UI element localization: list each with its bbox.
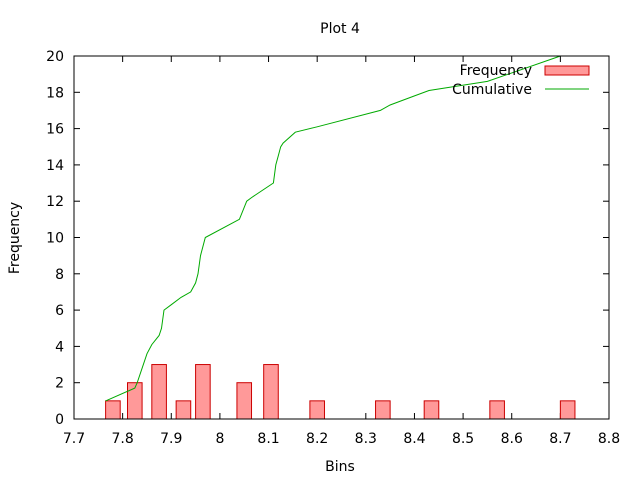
x-tick-label: 8.2 <box>306 431 328 447</box>
y-tick-label: 2 <box>55 376 64 392</box>
x-axis-label: Bins <box>325 459 355 475</box>
y-tick-label: 20 <box>46 49 64 65</box>
y-tick-label: 10 <box>46 231 64 247</box>
frequency-bar <box>195 364 211 420</box>
x-tick-label: 8.8 <box>598 431 620 447</box>
bars <box>105 364 576 420</box>
legend: Frequency Cumulative <box>452 63 590 98</box>
x-tick-label: 8.5 <box>452 431 474 447</box>
cumulative-line <box>105 55 561 402</box>
x-tick-label: 7.7 <box>63 431 85 447</box>
cumulative-line-group <box>105 55 561 402</box>
y-axis-label: Frequency <box>7 202 23 274</box>
x-tick-label: 8.4 <box>403 431 425 447</box>
frequency-bar <box>175 400 192 420</box>
x-tick-label: 8.7 <box>549 431 571 447</box>
chart-title: Plot 4 <box>320 21 360 37</box>
x-tick-label: 7.9 <box>160 431 182 447</box>
x-tick-label: 8 <box>215 431 224 447</box>
y-tick-label: 0 <box>55 412 64 428</box>
y-tick-label: 4 <box>55 339 64 355</box>
y-tick-label: 18 <box>46 85 64 101</box>
frequency-bar <box>151 364 167 420</box>
legend-swatch-frequency <box>544 65 590 76</box>
x-tick-label: 8.1 <box>257 431 279 447</box>
frequency-bar <box>105 400 121 420</box>
x-tick-label: 8.3 <box>355 431 377 447</box>
plot-frame <box>73 55 610 420</box>
x-tick-label: 8.6 <box>501 431 523 447</box>
frequency-bar <box>423 400 440 420</box>
y-tick-label: 14 <box>46 158 64 174</box>
frequency-bar <box>309 400 325 420</box>
tick-labels: 7.7 7.8 7.9 8 8.1 8.2 8.3 8.4 8.5 8.6 8.7 8.8 0 2 4 6 8 1… <box>46 49 620 447</box>
frequency-bar <box>559 400 576 420</box>
x-tick-label: 7.8 <box>112 431 134 447</box>
y-tick-label: 12 <box>46 194 64 210</box>
frequency-bar <box>263 364 279 420</box>
frequency-bar <box>375 400 391 420</box>
y-tick-label: 16 <box>46 122 64 138</box>
frequency-bar <box>236 382 253 420</box>
legend-label-cumulative: Cumulative <box>452 82 532 98</box>
legend-label-frequency: Frequency <box>460 63 532 79</box>
y-tick-label: 6 <box>55 303 64 319</box>
y-tick-label: 8 <box>55 267 64 283</box>
frequency-bar <box>489 400 505 420</box>
